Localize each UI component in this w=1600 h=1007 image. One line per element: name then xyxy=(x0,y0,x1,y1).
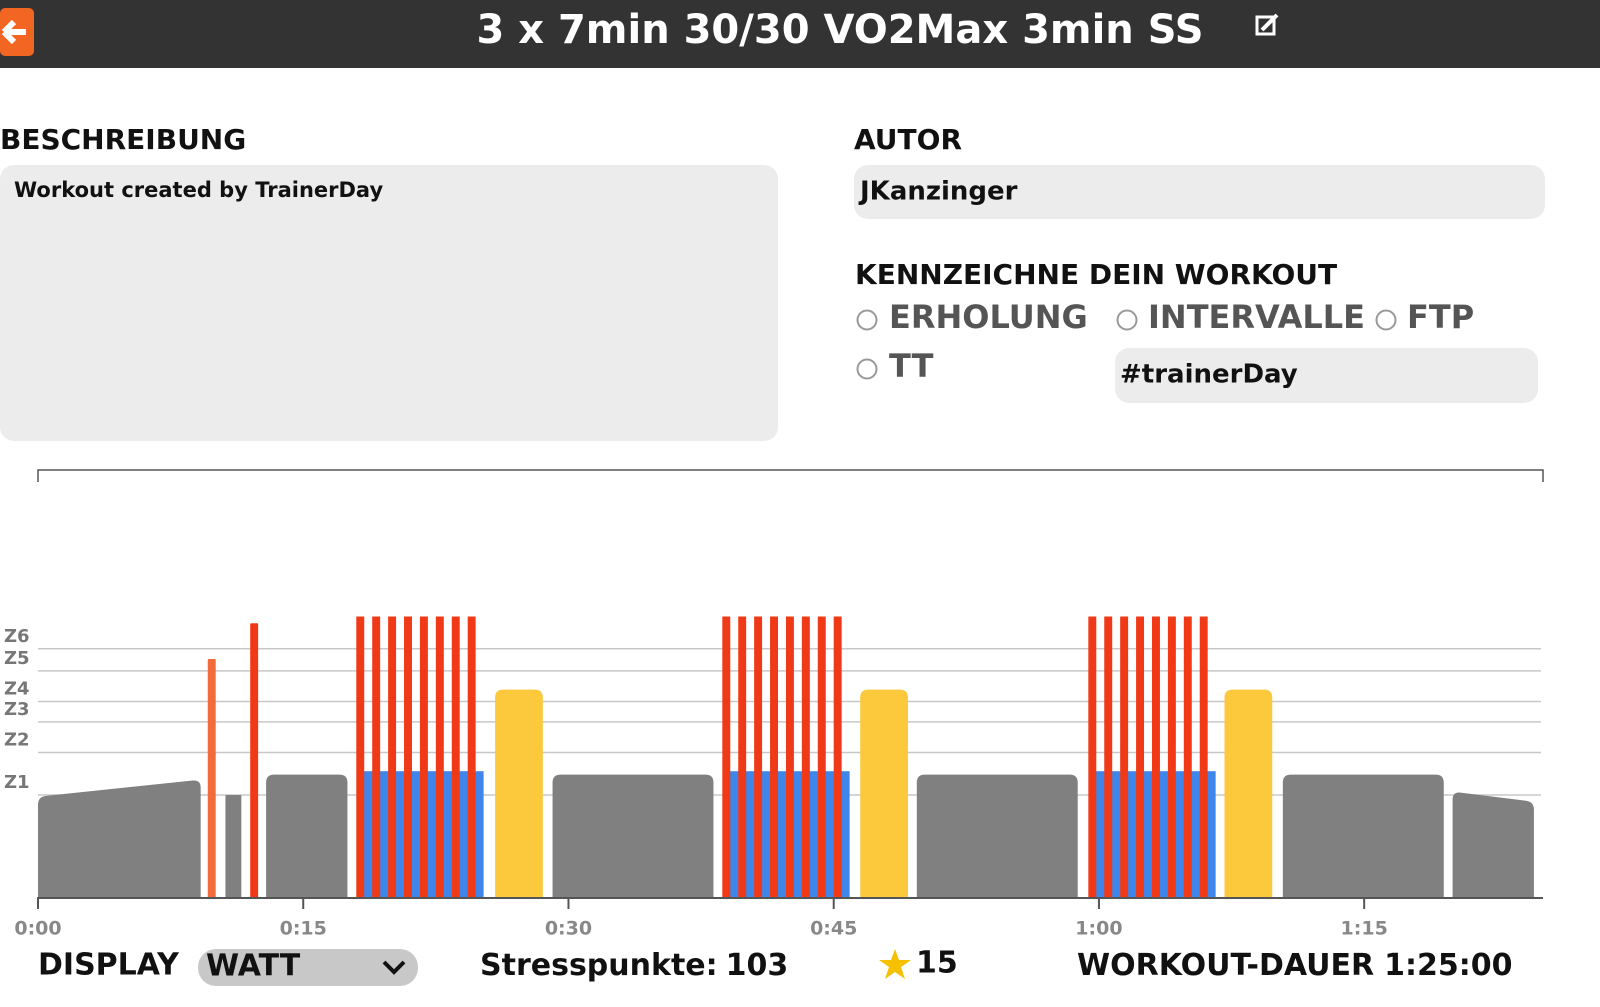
x-tick-label: 0:45 xyxy=(810,918,857,940)
star-icon xyxy=(879,949,911,979)
workout-duration: WORKOUT-DAUER 1:25:00 xyxy=(1077,948,1513,983)
back-button[interactable] xyxy=(0,8,34,56)
back-arrow[interactable] xyxy=(1,19,26,45)
chart-frame xyxy=(37,469,1544,482)
effort-bar xyxy=(1088,616,1097,897)
author-name: JKanzinger xyxy=(858,177,1018,207)
rating: 15 xyxy=(916,946,958,981)
effort-bar xyxy=(419,616,428,897)
effort-bar xyxy=(372,616,381,897)
workout-block xyxy=(495,689,543,897)
effort-bar xyxy=(1136,616,1145,897)
effort-bar xyxy=(1199,616,1208,897)
zone-label: Z5 xyxy=(4,648,30,669)
edit-icon[interactable] xyxy=(1255,13,1279,36)
radio[interactable] xyxy=(1116,309,1138,331)
edit-icon-box[interactable] xyxy=(1255,15,1276,36)
workout-block xyxy=(860,689,908,897)
effort-bar xyxy=(388,616,397,897)
radio-label[interactable]: INTERVALLE xyxy=(1148,298,1365,336)
header-bar xyxy=(0,0,1600,68)
description-box[interactable] xyxy=(0,165,778,441)
effort-bar xyxy=(451,616,460,897)
zone-label: Z6 xyxy=(4,626,30,647)
workout-block xyxy=(225,795,242,897)
radio[interactable] xyxy=(1375,309,1397,331)
radio-label[interactable]: ERHOLUNG xyxy=(889,298,1088,336)
author-box[interactable] xyxy=(854,165,1545,219)
workout-block xyxy=(552,774,714,897)
x-tick-label: 0:30 xyxy=(545,918,592,940)
workout-block xyxy=(1224,689,1273,897)
select-chevron[interactable] xyxy=(382,960,406,975)
effort-bar xyxy=(1120,616,1129,897)
effort-bar xyxy=(1183,616,1192,897)
workout-block xyxy=(1282,774,1444,897)
effort-bar xyxy=(1104,616,1113,897)
radio-label[interactable]: TT xyxy=(889,347,934,385)
stress-points: Stresspunkte: 103 xyxy=(480,948,788,983)
effort-bar xyxy=(1151,616,1160,897)
section-heading: KENNZEICHNE DEIN WORKOUT xyxy=(855,258,1337,291)
select-value[interactable]: WATT xyxy=(206,949,301,984)
effort-bar xyxy=(833,616,842,897)
effort-bar xyxy=(785,616,794,897)
effort-bar xyxy=(404,616,412,897)
effort-bar xyxy=(722,616,731,897)
x-tick-label: 1:15 xyxy=(1341,918,1388,940)
section-heading: AUTOR xyxy=(854,123,962,156)
description-text: Workout created by TrainerDay xyxy=(14,178,383,202)
select-bg[interactable] xyxy=(198,949,418,986)
zone-label: Z3 xyxy=(4,699,30,720)
effort-bar xyxy=(356,616,365,897)
effort-bar xyxy=(754,616,763,897)
zone-label: Z1 xyxy=(4,772,30,793)
effort-bar xyxy=(435,616,444,897)
workout-block xyxy=(38,780,201,897)
workout-block xyxy=(266,774,348,897)
radio-label[interactable]: FTP xyxy=(1407,298,1474,336)
workout-block xyxy=(916,774,1078,897)
workout-title: 3 x 7min 30/30 VO2Max 3min SS xyxy=(476,7,1203,53)
duration-label: WORKOUT-DAUER xyxy=(1077,948,1374,983)
edit-icon-pen[interactable] xyxy=(1260,13,1279,32)
effort-bar xyxy=(817,616,826,897)
stress-value: 103 xyxy=(726,948,789,983)
hashtag-text: #trainerDay xyxy=(1120,360,1298,390)
x-tick-label: 0:00 xyxy=(14,918,61,940)
workout-block xyxy=(1452,792,1534,897)
radio[interactable] xyxy=(856,309,878,331)
stress-label: Stresspunkte: xyxy=(480,948,718,983)
effort-bar xyxy=(1167,616,1176,897)
section-heading: BESCHREIBUNG xyxy=(0,123,246,156)
effort-bar xyxy=(770,616,779,897)
x-tick-label: 1:00 xyxy=(1075,918,1122,940)
effort-bar xyxy=(801,616,810,897)
zone-label: Z2 xyxy=(4,730,30,751)
display-select[interactable]: WATT xyxy=(198,949,418,987)
zone-label: Z4 xyxy=(4,679,30,700)
effort-bar xyxy=(467,616,476,897)
x-tick-label: 0:15 xyxy=(280,918,327,940)
duration-value: 1:25:00 xyxy=(1384,948,1512,983)
effort-bar xyxy=(738,616,747,897)
display-label: DISPLAY xyxy=(38,948,180,983)
hashtag-box[interactable] xyxy=(1115,348,1538,403)
radio[interactable] xyxy=(856,358,878,380)
workout-block xyxy=(207,659,216,897)
workout-block xyxy=(250,623,259,897)
